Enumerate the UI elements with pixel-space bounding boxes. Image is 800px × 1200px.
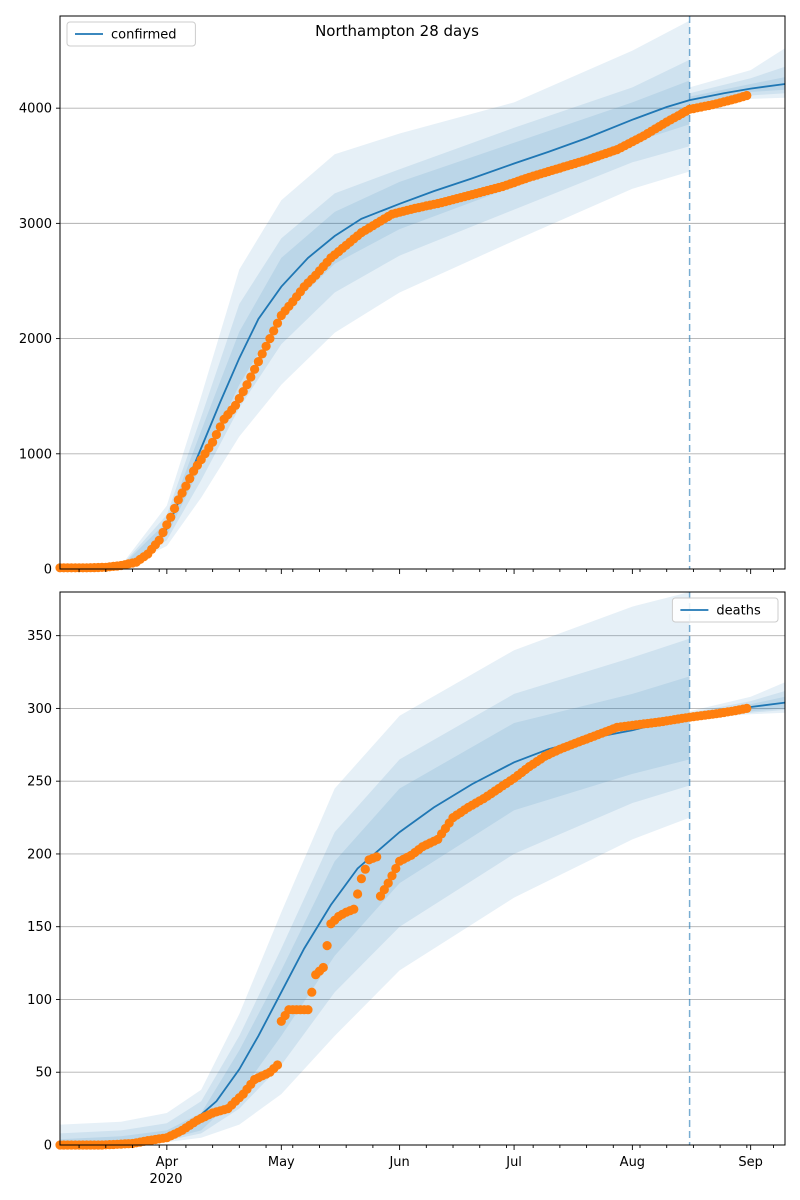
observed-point [242, 380, 252, 390]
observed-point [166, 512, 176, 522]
axes-frame [59, 15, 786, 570]
observed-point [250, 364, 260, 374]
observed-point [742, 90, 752, 101]
legend-label: confirmed [111, 28, 177, 43]
uncertainty-band [60, 676, 690, 1145]
observed-point [253, 357, 263, 367]
chart-title: Northampton 28 days [315, 22, 479, 40]
observed-point [353, 889, 363, 899]
legend-box [66, 21, 196, 47]
observed-point [742, 703, 752, 714]
observed-point [230, 400, 241, 410]
observed-point [154, 535, 164, 545]
observed-point [246, 372, 256, 382]
observed-point [265, 334, 275, 344]
observed-point [261, 341, 271, 351]
observed-point [307, 987, 317, 997]
observed-point [349, 904, 359, 914]
y-tick-label: 300 [27, 702, 52, 717]
observed-point [215, 422, 225, 432]
year-label: 2020 [149, 1172, 182, 1187]
observed-point [391, 863, 401, 874]
uncertainty-band [689, 48, 785, 113]
y-tick-label: 0 [44, 1139, 52, 1154]
uncertainty-band [60, 592, 690, 1145]
observed-point [360, 864, 370, 874]
observed-point [208, 437, 218, 447]
observed-point [177, 488, 187, 498]
legend-box [671, 597, 779, 623]
uncertainty-band [60, 80, 690, 569]
deaths-panel: 0 50 100 150 200 250 300 350 Apr May Jun Jul Aug Sep d… [27, 591, 786, 1170]
uncertainty-band [689, 66, 785, 109]
observed-point [234, 393, 244, 404]
y-tick-label: 0 [44, 563, 52, 578]
y-tick-label: 2000 [19, 332, 52, 347]
observed-point [162, 520, 172, 530]
axes-frame [59, 591, 786, 1146]
y-tick-label: 200 [27, 847, 52, 862]
observed-point [173, 495, 183, 505]
observed-point [181, 481, 191, 491]
y-tick-label: 50 [35, 1066, 52, 1081]
observed-point [185, 474, 195, 484]
confirmed-panel: 0 1000 2000 3000 4000 confirmed [19, 15, 786, 578]
observed-point [322, 941, 332, 951]
observed-point [383, 878, 393, 888]
observed-point [303, 1005, 313, 1015]
legend: confirmed [66, 21, 196, 47]
observed-point [318, 962, 328, 973]
y-tick-label: 3000 [19, 217, 52, 232]
y-tick-label: 4000 [19, 102, 52, 117]
observed-point [211, 430, 221, 440]
uncertainty-band [689, 682, 785, 719]
y-tick-label: 250 [27, 775, 52, 790]
uncertainty-band [60, 59, 690, 570]
observed-point [372, 852, 382, 862]
observed-point [257, 349, 267, 359]
legend: deaths [671, 597, 779, 623]
x-tick-label: Sep [738, 1155, 763, 1170]
y-tick-label: 150 [27, 920, 52, 935]
observed-point [272, 318, 283, 328]
observed-point [269, 326, 279, 336]
x-tick-label: Jul [505, 1155, 522, 1170]
y-tick-label: 1000 [19, 447, 52, 462]
observed-point [272, 1060, 283, 1070]
observed-point [238, 387, 248, 397]
observed-point [387, 871, 397, 881]
x-tick-label: Apr [156, 1155, 179, 1170]
y-tick-label: 350 [27, 629, 52, 644]
observed-point [169, 503, 180, 514]
observed-point [158, 527, 168, 538]
x-tick-label: May [268, 1155, 295, 1170]
legend-label: deaths [716, 604, 761, 619]
y-tick-label: 100 [27, 993, 52, 1008]
x-tick-label: Jun [388, 1155, 409, 1170]
x-tick-label: Aug [620, 1155, 645, 1170]
observed-point [356, 874, 366, 884]
